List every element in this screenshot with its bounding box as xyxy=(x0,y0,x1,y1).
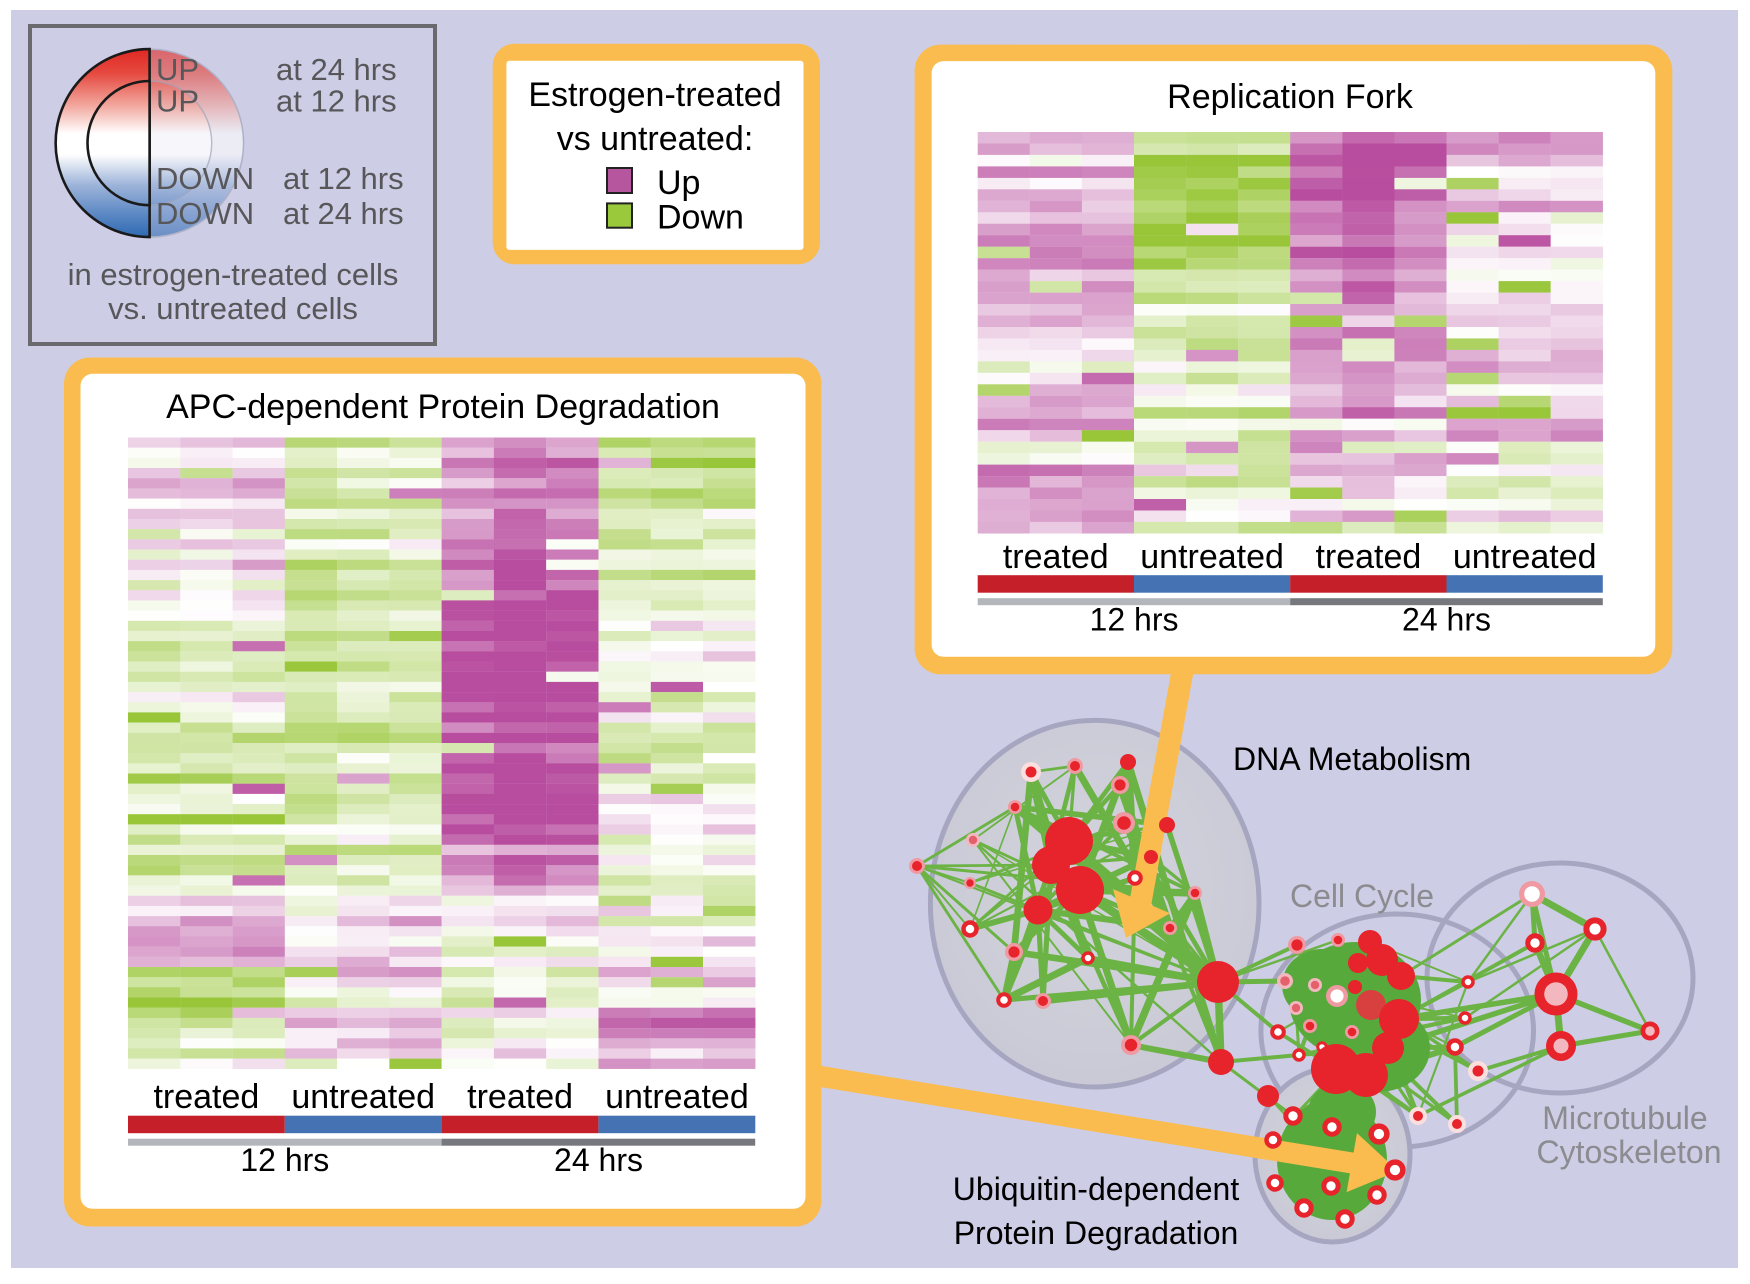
svg-text:vs. untreated cells: vs. untreated cells xyxy=(108,291,358,326)
svg-text:Cytoskeleton: Cytoskeleton xyxy=(1537,1134,1722,1170)
svg-text:DNA Metabolism: DNA Metabolism xyxy=(1233,741,1471,777)
svg-text:12 hrs: 12 hrs xyxy=(1090,602,1179,638)
svg-text:12 hrs: 12 hrs xyxy=(240,1142,329,1178)
svg-text:vs untreated:: vs untreated: xyxy=(557,120,754,158)
svg-text:24 hrs: 24 hrs xyxy=(554,1142,643,1178)
svg-text:Microtubule: Microtubule xyxy=(1542,1100,1707,1136)
svg-text:Up: Up xyxy=(657,164,700,202)
svg-text:untreated: untreated xyxy=(1140,538,1284,576)
svg-text:untreated: untreated xyxy=(291,1078,435,1116)
svg-text:APC-dependent Protein Degradat: APC-dependent Protein Degradation xyxy=(166,388,720,426)
svg-text:at 24 hrs: at 24 hrs xyxy=(276,52,397,87)
svg-text:treated: treated xyxy=(153,1078,259,1116)
svg-text:Down: Down xyxy=(657,199,744,237)
svg-text:UP: UP xyxy=(156,84,199,119)
svg-text:Protein Degradation: Protein Degradation xyxy=(954,1215,1239,1251)
svg-text:untreated: untreated xyxy=(605,1078,749,1116)
svg-text:in estrogen-treated cells: in estrogen-treated cells xyxy=(68,257,399,292)
svg-text:untreated: untreated xyxy=(1453,538,1597,576)
svg-text:UP: UP xyxy=(156,52,199,87)
svg-text:treated: treated xyxy=(1315,538,1421,576)
svg-text:Ubiquitin-dependent: Ubiquitin-dependent xyxy=(953,1171,1240,1207)
svg-text:treated: treated xyxy=(467,1078,573,1116)
svg-text:Estrogen-treated: Estrogen-treated xyxy=(528,76,781,114)
svg-text:Cell Cycle: Cell Cycle xyxy=(1290,878,1434,914)
svg-text:DOWN: DOWN xyxy=(156,196,254,231)
svg-text:at 24 hrs: at 24 hrs xyxy=(283,196,404,231)
svg-text:24 hrs: 24 hrs xyxy=(1402,602,1491,638)
svg-text:at 12 hrs: at 12 hrs xyxy=(276,84,397,119)
svg-text:at 12 hrs: at 12 hrs xyxy=(283,161,404,196)
svg-text:treated: treated xyxy=(1003,538,1109,576)
svg-text:Replication Fork: Replication Fork xyxy=(1167,78,1414,116)
svg-text:DOWN: DOWN xyxy=(156,161,254,196)
